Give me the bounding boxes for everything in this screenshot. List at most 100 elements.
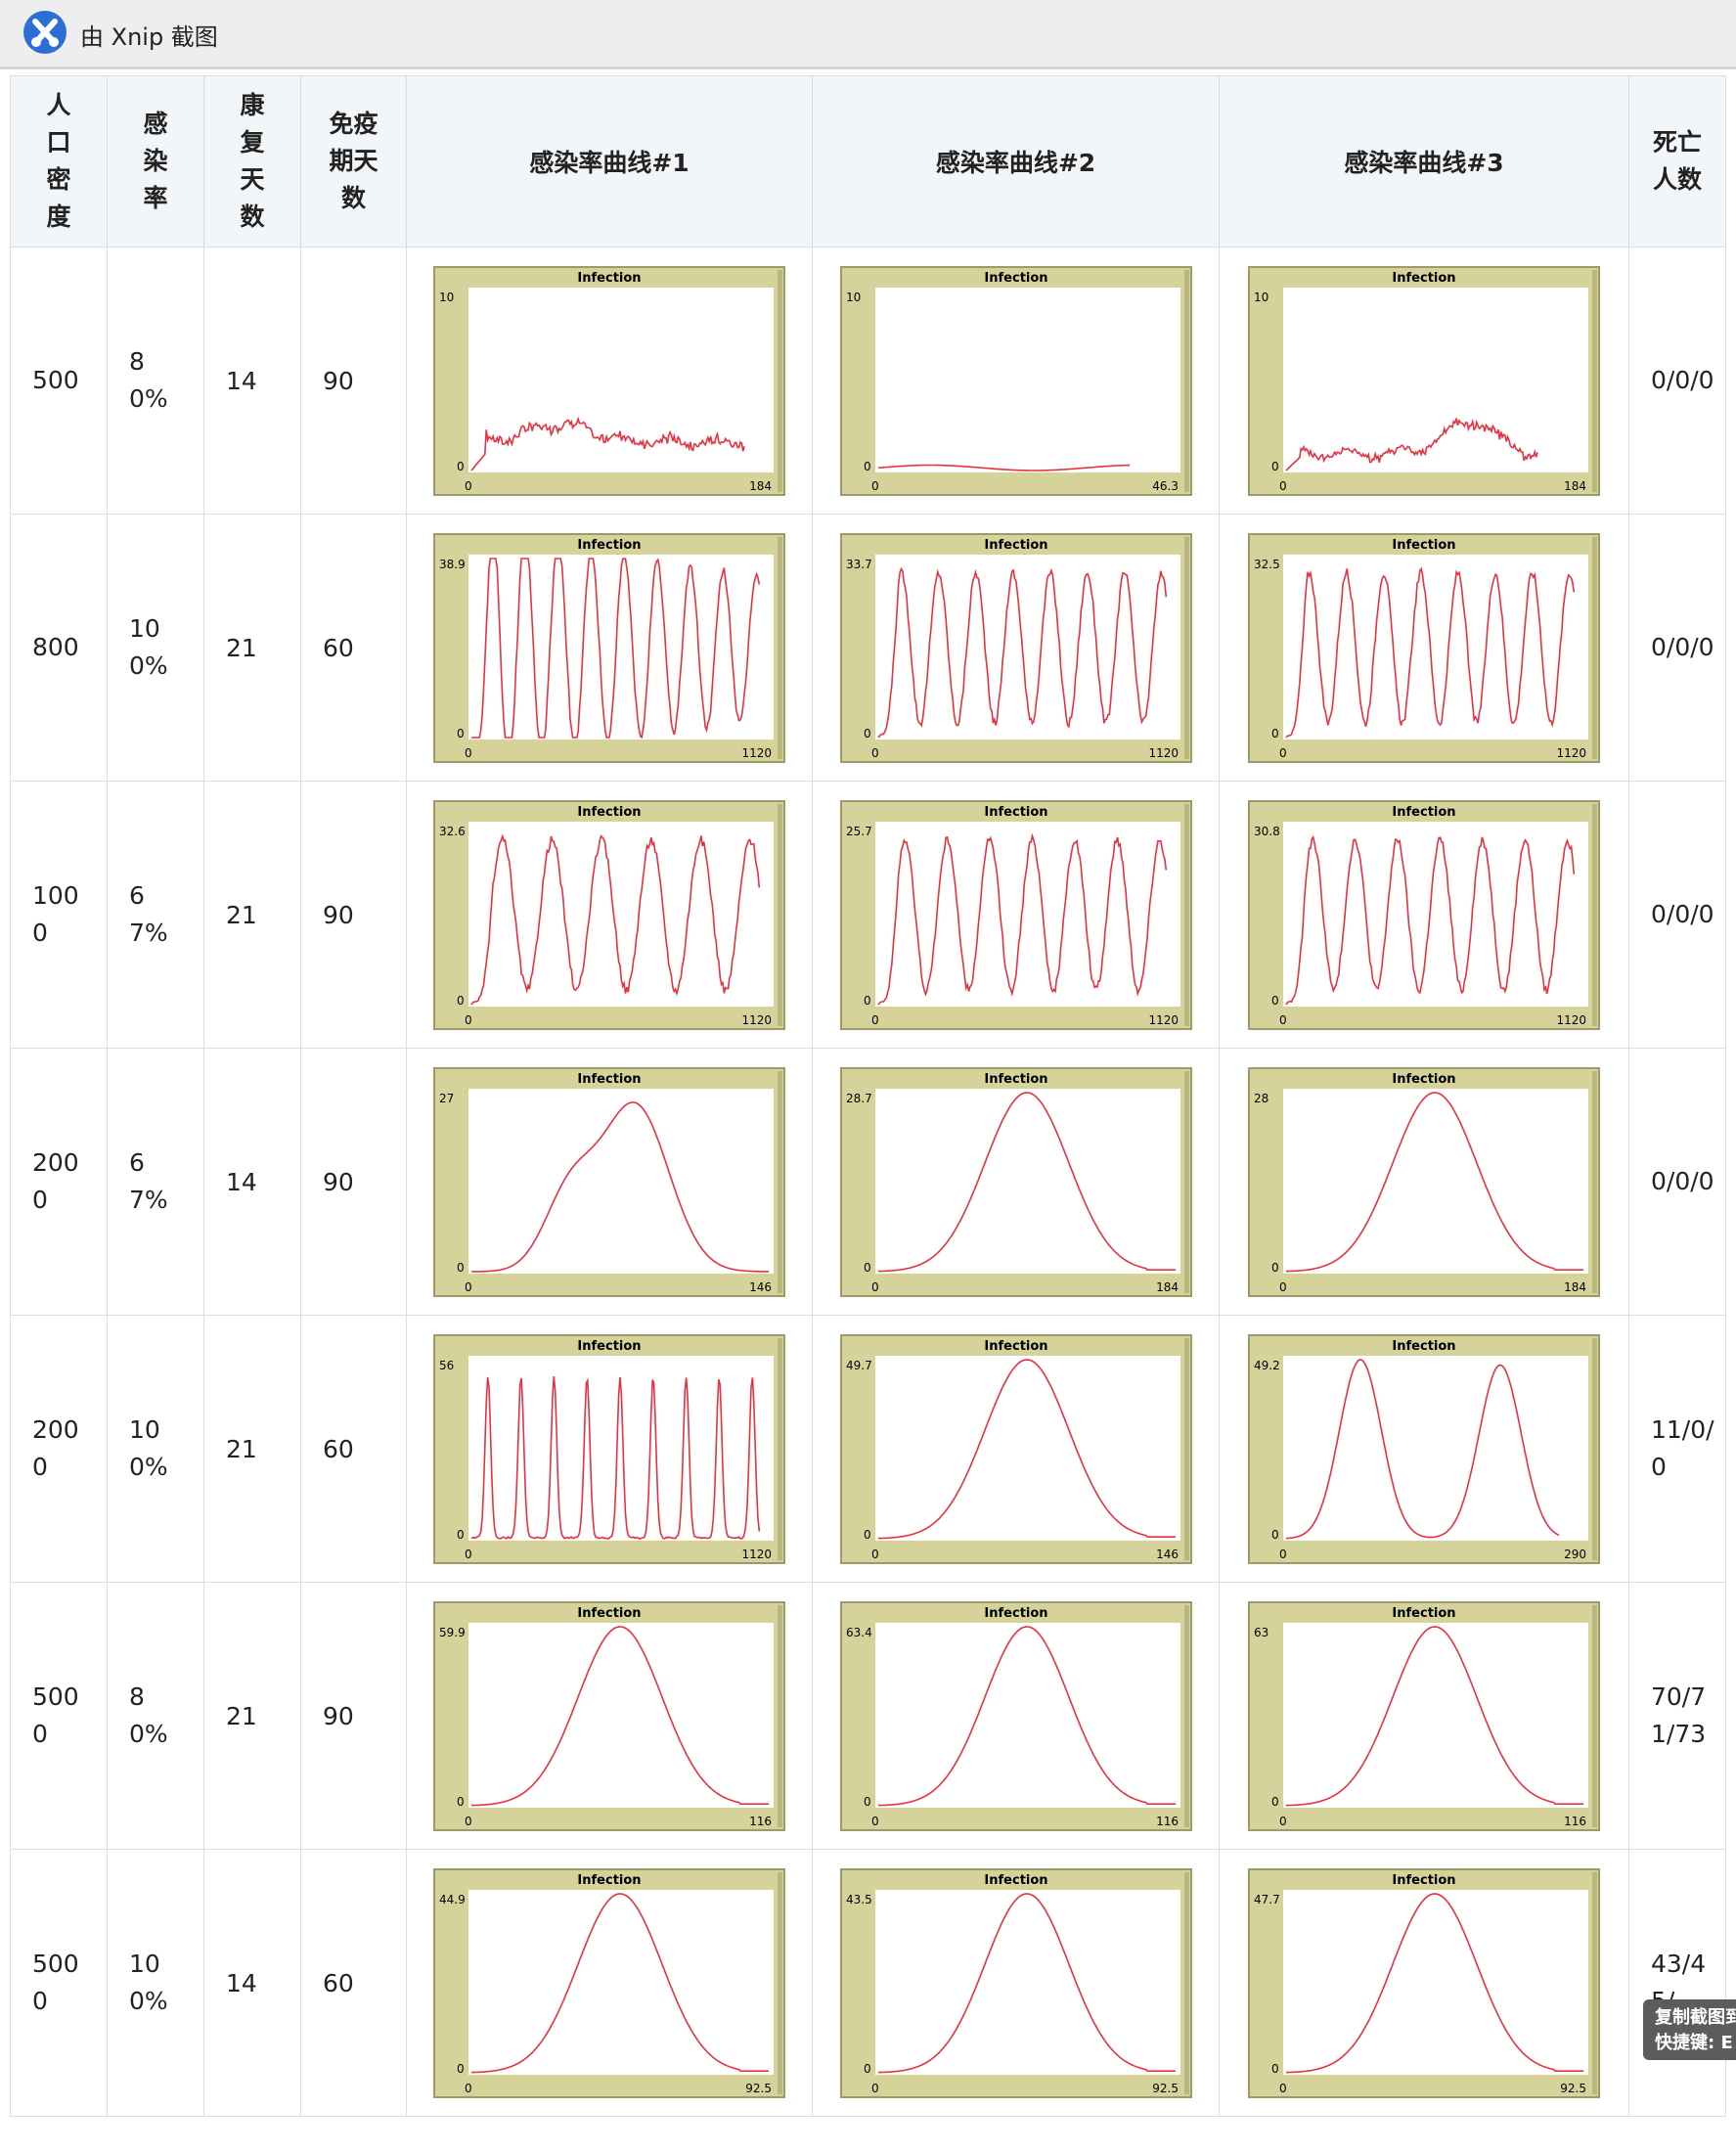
table-header-row: 人口密度 感染率 康复天数 免疫期天数 感染率曲线#1 感染率曲线#2 感染率曲…	[10, 75, 1726, 247]
y-max-label: 56	[439, 1359, 454, 1372]
infection-rate-cell: 67%	[107, 1048, 204, 1316]
y-max-label: 38.9	[439, 558, 466, 571]
plot-frame-shadow	[1592, 1871, 1597, 2094]
infection-plot: Infection 32.6 00 1120	[433, 799, 785, 1030]
infection-plot: Infection 30.8 00 1120	[1248, 799, 1600, 1030]
infection-series-line	[1285, 566, 1576, 739]
curve-1-cell: Infection 27 0 0 146	[406, 1048, 813, 1316]
recovery-days-cell: 14	[203, 1849, 301, 2117]
infection-series-line	[877, 1358, 1176, 1539]
recovery-days-cell: 14	[203, 1048, 301, 1316]
y-max-label: 32.5	[1254, 558, 1280, 571]
app-title: 由 Xnip 截图	[80, 23, 218, 51]
infection-plot: Infection 56 00 1120	[433, 1333, 785, 1564]
infection-series-line	[877, 464, 1130, 471]
x-min-label: 0	[1279, 1013, 1287, 1027]
plot-title: Infection	[984, 805, 1047, 820]
x-min-label: 0	[465, 1547, 472, 1561]
y-max-label: 63	[1254, 1626, 1269, 1639]
density-cell: 2000	[10, 1315, 108, 1583]
table-row: 500 80% 14 90 Infection 10 0 0 184 Infection 10 0 0 4…	[10, 247, 1726, 515]
plot-frame-shadow	[778, 536, 782, 759]
plot-frame-shadow	[1183, 1604, 1189, 1827]
plot-area	[874, 1622, 1180, 1808]
deaths-cell: 43/45/	[1628, 1849, 1726, 2117]
curve-3-cell: Infection 49.2 0 0 290	[1219, 1315, 1629, 1583]
y-max-label: 28.7	[846, 1092, 872, 1105]
y-max-label: 43.5	[846, 1893, 872, 1906]
plot-title: Infection	[577, 1873, 641, 1888]
x-min-label: 0	[465, 2082, 472, 2095]
deaths-cell: 0/0/0	[1628, 514, 1726, 782]
x-max-label: 1120	[1148, 746, 1179, 760]
plot-area	[1283, 1088, 1588, 1274]
deaths-cell: 0/0/0	[1628, 247, 1726, 515]
infection-plot: Infection 49.7 00 146	[839, 1333, 1192, 1564]
immune-days-cell: 60	[300, 1315, 407, 1583]
plot-frame-shadow	[1592, 803, 1597, 1026]
plot-area	[874, 1088, 1180, 1274]
x-min-label: 0	[871, 1815, 879, 1828]
infection-plot: Infection 47.7 00 92.5	[1248, 1867, 1600, 2098]
plot-frame-shadow	[1183, 1070, 1189, 1293]
y-min-label: 0	[457, 1528, 465, 1542]
y-max-label: 49.2	[1254, 1359, 1280, 1372]
x-min-label: 0	[465, 479, 472, 493]
infection-series-line	[1285, 834, 1576, 1005]
x-max-label: 184	[1156, 1280, 1179, 1294]
plot-frame-shadow	[1592, 1604, 1597, 1827]
y-min-label: 0	[1271, 727, 1279, 740]
density-cell: 800	[10, 514, 108, 782]
x-max-label: 1120	[741, 1013, 772, 1027]
plot-frame-shadow	[1592, 536, 1597, 759]
infection-series-line	[1285, 417, 1538, 471]
plot-frame-shadow	[1592, 1070, 1597, 1293]
plot-area	[468, 1889, 774, 2075]
infection-plot: Infection 38.9 00 1120	[433, 532, 785, 763]
immune-days-cell: 60	[300, 514, 407, 782]
density-cell: 5000	[10, 1849, 108, 2117]
y-max-label: 30.8	[1254, 825, 1280, 838]
y-min-label: 0	[1271, 1795, 1279, 1809]
density-cell: 1000	[10, 781, 108, 1049]
x-min-label: 0	[871, 479, 879, 493]
x-max-label: 92.5	[1560, 2082, 1586, 2095]
immune-days-cell: 90	[300, 1582, 407, 1850]
y-min-label: 0	[864, 1795, 871, 1809]
x-max-label: 290	[1564, 1547, 1586, 1561]
infection-rate-cell: 100%	[107, 1315, 204, 1583]
xnip-logo-icon[interactable]	[22, 9, 68, 56]
infection-series-line	[470, 416, 745, 471]
curve-2-cell: Infection 25.7 0 0 1120	[812, 781, 1220, 1049]
x-min-label: 0	[465, 1013, 472, 1027]
y-max-label: 59.9	[439, 1626, 466, 1639]
curve-3-cell: Infection 28 0 0 184	[1219, 1048, 1629, 1316]
x-max-label: 92.5	[1152, 2082, 1179, 2095]
plot-area	[468, 287, 774, 472]
infection-plot: Infection 49.2 00 290	[1248, 1333, 1600, 1564]
header-recovery-days: 康复天数	[203, 75, 301, 247]
table-row: 2000 67% 14 90 Infection 27 0 0 146 Infection 28.7…	[10, 1048, 1726, 1316]
plot-title: Infection	[1392, 1072, 1455, 1087]
infection-series-line	[1286, 1892, 1583, 2073]
x-min-label: 0	[871, 2082, 879, 2095]
infection-plot: Infection 33.7 00 1120	[839, 532, 1192, 763]
infection-plot: Infection 10 00 184	[433, 265, 785, 496]
curve-1-cell: Infection 44.9 0 0 92.5	[406, 1849, 813, 2117]
infection-plot: Infection 28.7 00 184	[839, 1066, 1192, 1297]
density-cell: 5000	[10, 1582, 108, 1850]
density-cell: 2000	[10, 1048, 108, 1316]
header-curve-1: 感染率曲线#1	[406, 75, 813, 247]
plot-area	[874, 1355, 1180, 1541]
plot-area	[874, 1889, 1180, 2075]
y-min-label: 0	[457, 1261, 465, 1275]
x-min-label: 0	[1279, 479, 1287, 493]
plot-frame-shadow	[1183, 536, 1189, 759]
curve-1-cell: Infection 38.9 0 0 1120	[406, 514, 813, 782]
plot-area	[468, 1088, 774, 1274]
infection-series-line	[471, 557, 761, 739]
y-min-label: 0	[457, 1795, 465, 1809]
curve-1-cell: Infection 59.9 0 0 116	[406, 1582, 813, 1850]
infection-plot: Infection 10 00 184	[1248, 265, 1600, 496]
y-max-label: 25.7	[846, 825, 872, 838]
